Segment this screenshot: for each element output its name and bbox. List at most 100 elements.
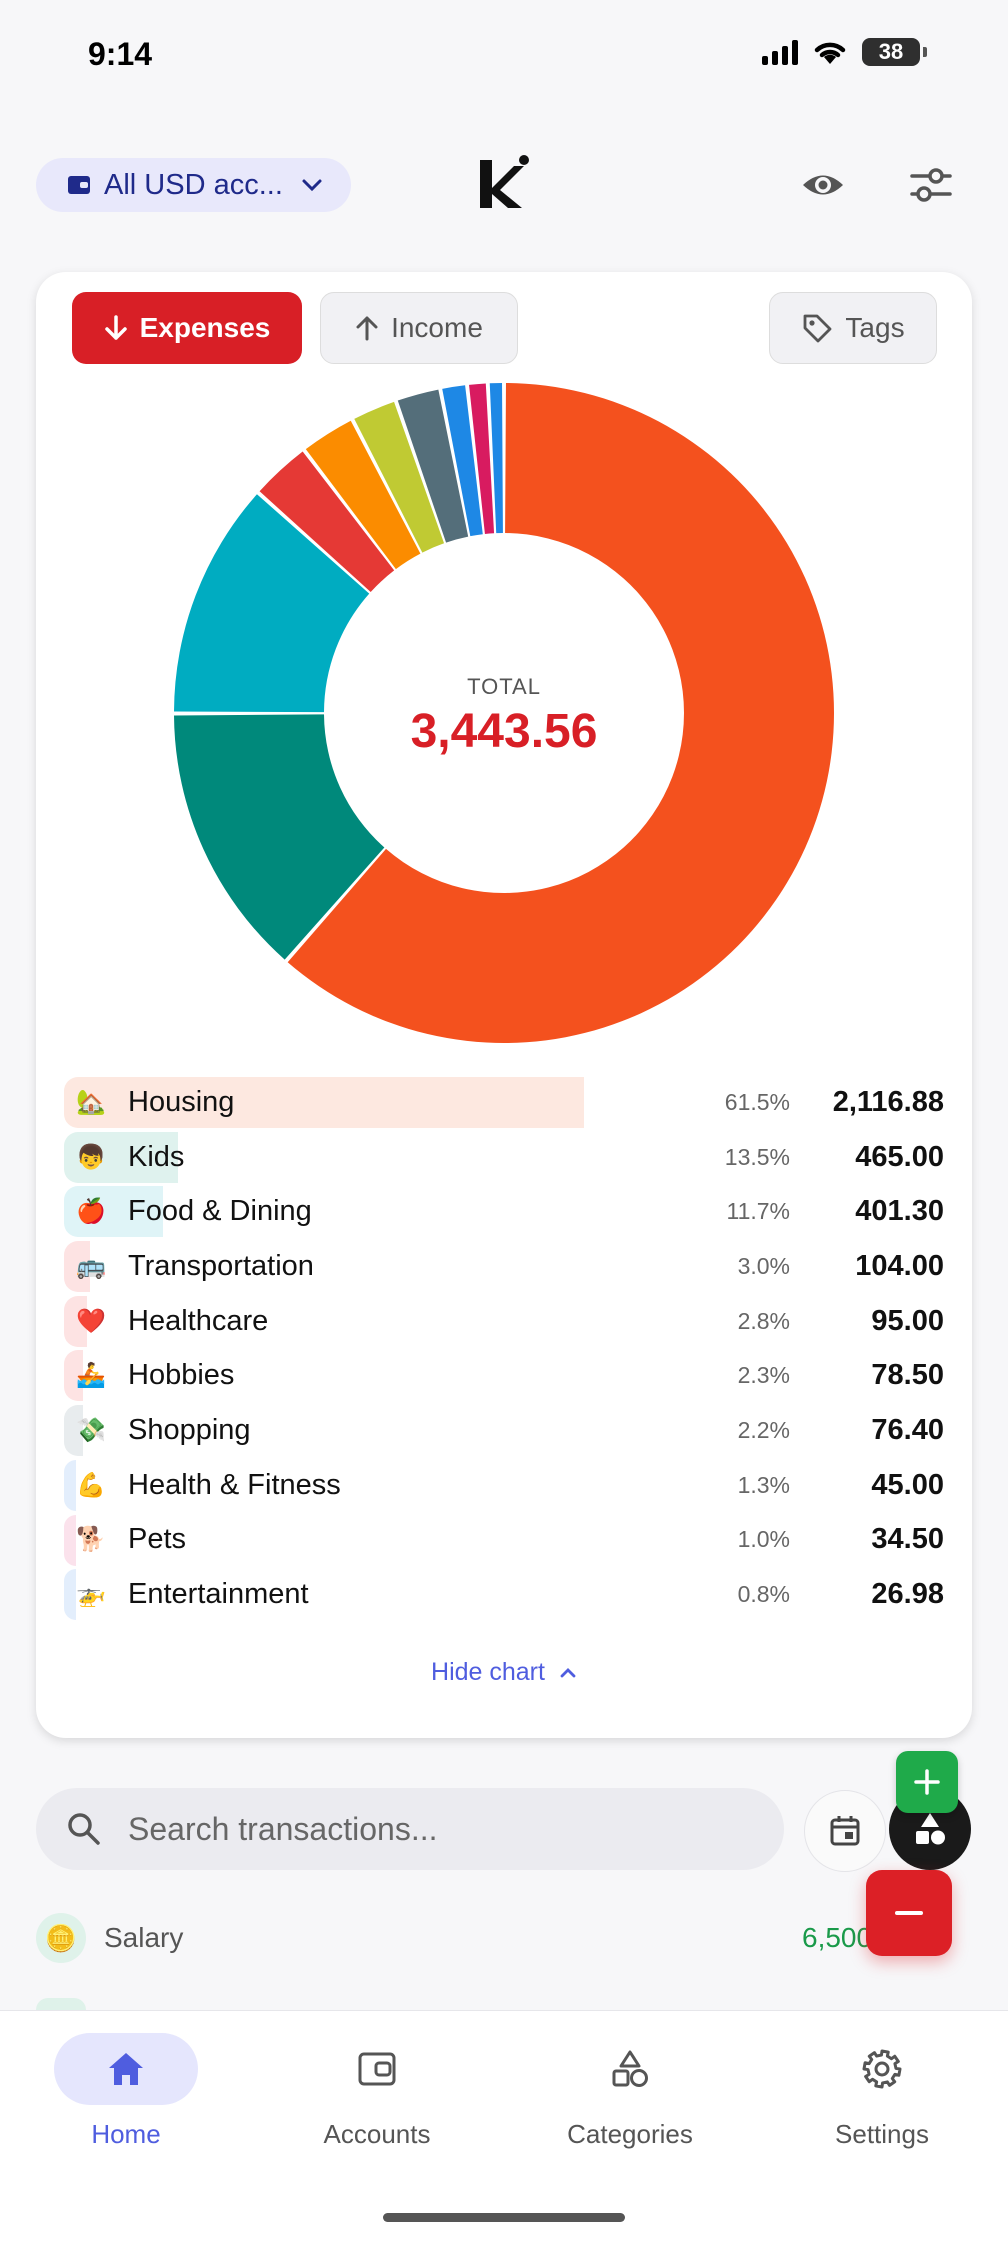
legend-row[interactable]: 🏡 Housing 61.5% 2,116.88 xyxy=(64,1075,944,1130)
legend-row[interactable]: 🚌 Transportation 3.0% 104.00 xyxy=(64,1239,944,1294)
category-percent: 11.7% xyxy=(726,1198,790,1225)
battery-icon: 38 xyxy=(862,38,927,66)
expenses-donut-chart xyxy=(174,383,835,1043)
category-legend: 🏡 Housing 61.5% 2,116.88 👦 Kids 13.5% 465.00 🍎 Fo… xyxy=(64,1075,944,1622)
cellular-signal-icon xyxy=(762,39,798,65)
status-bar: 9:14 38 xyxy=(0,0,1008,110)
tags-button[interactable]: Tags xyxy=(769,292,937,364)
nav-home[interactable]: Home xyxy=(26,2033,226,2150)
category-emoji-icon: 💸 xyxy=(76,1416,106,1444)
transaction-amount: 6,500 xyxy=(802,1922,873,1953)
total-label: TOTAL xyxy=(467,674,541,699)
category-name: Healthcare xyxy=(128,1304,269,1337)
legend-share-bar xyxy=(64,1241,90,1293)
nav-settings[interactable]: Settings xyxy=(782,2033,982,2150)
legend-share-bar xyxy=(64,1514,76,1566)
donut-slice-food-dining[interactable] xyxy=(174,494,370,713)
top-bar: All USD acc... xyxy=(0,150,1008,220)
category-percent: 1.0% xyxy=(737,1526,790,1553)
salary-coin-icon: 🪙 xyxy=(36,1913,86,1963)
legend-row[interactable]: 🚣 Hobbies 2.3% 78.50 xyxy=(64,1348,944,1403)
donut-slice-hobbies[interactable] xyxy=(354,401,445,553)
donut-slice-pets[interactable] xyxy=(469,383,495,535)
legend-row[interactable]: 🐕 Pets 1.0% 34.50 xyxy=(64,1513,944,1568)
donut-slice-transportation[interactable] xyxy=(259,451,395,593)
search-bar[interactable] xyxy=(36,1788,784,1870)
category-emoji-icon: 🏡 xyxy=(76,1088,106,1116)
minus-icon xyxy=(895,1911,923,1915)
status-time: 9:14 xyxy=(88,36,153,72)
search-icon xyxy=(68,1813,100,1845)
category-amount: 2,116.88 xyxy=(832,1085,944,1118)
category-emoji-icon: 🐕 xyxy=(76,1526,106,1554)
hide-chart-label: Hide chart xyxy=(431,1658,545,1686)
tags-label: Tags xyxy=(845,312,905,343)
income-tab-label: Income xyxy=(391,312,483,343)
arrow-down-icon xyxy=(104,315,127,340)
category-percent: 2.2% xyxy=(737,1416,790,1443)
legend-row[interactable]: 💪 Health & Fitness 1.3% 45.00 xyxy=(64,1458,944,1513)
category-amount: 34.50 xyxy=(871,1523,944,1556)
legend-share-bar xyxy=(64,1295,88,1347)
arrow-up-icon xyxy=(356,316,378,341)
total-value: 3,443.56 xyxy=(410,705,598,758)
add-income-button[interactable] xyxy=(896,1751,958,1813)
transaction-name: Salary xyxy=(104,1922,184,1953)
income-tab-button[interactable]: Income xyxy=(320,292,518,364)
category-percent: 2.3% xyxy=(737,1362,790,1389)
chevron-up-icon xyxy=(560,1667,576,1677)
search-input[interactable] xyxy=(128,1810,728,1848)
hide-chart-button[interactable]: Hide chart xyxy=(36,1658,972,1687)
nav-categories-label: Categories xyxy=(567,2119,693,2149)
category-percent: 1.3% xyxy=(737,1471,790,1498)
category-percent: 61.5% xyxy=(724,1088,790,1115)
account-selector-label: All USD acc... xyxy=(104,168,283,201)
wallet-icon xyxy=(358,2052,396,2086)
category-name: Transportation xyxy=(128,1249,314,1282)
category-emoji-icon: 🚌 xyxy=(76,1252,106,1280)
eye-icon[interactable] xyxy=(800,162,846,208)
expenses-tab-button[interactable]: Expenses xyxy=(72,292,302,364)
gear-icon xyxy=(862,2049,902,2089)
account-selector[interactable]: All USD acc... xyxy=(36,158,351,212)
expenses-chart-card: Expenses Income Tags TOTAL 3,443.56 🏡 Hou… xyxy=(36,272,972,1738)
date-filter-button[interactable] xyxy=(804,1790,886,1872)
nav-accounts-label: Accounts xyxy=(323,2119,431,2149)
plus-icon xyxy=(914,1769,940,1795)
category-name: Hobbies xyxy=(128,1359,235,1392)
donut-slice-entertainment[interactable] xyxy=(489,383,503,534)
category-emoji-icon: 💪 xyxy=(76,1471,106,1499)
nav-categories[interactable]: Categories xyxy=(530,2033,730,2150)
bottom-navigation: Home Accounts Categories Settings xyxy=(0,2010,1008,2244)
status-icons: 38 xyxy=(762,38,927,66)
donut-slice-health-fitness[interactable] xyxy=(442,385,483,537)
transaction-row[interactable]: 🪙 Salary 6,500 xyxy=(36,1912,972,1964)
legend-row[interactable]: 🍎 Food & Dining 11.7% 401.30 xyxy=(64,1184,944,1239)
tag-icon xyxy=(804,314,832,343)
category-amount: 465.00 xyxy=(855,1140,944,1173)
nav-accounts[interactable]: Accounts xyxy=(277,2033,477,2150)
category-amount: 104.00 xyxy=(855,1249,944,1282)
sliders-icon[interactable] xyxy=(908,162,954,208)
legend-row[interactable]: 💸 Shopping 2.2% 76.40 xyxy=(64,1403,944,1458)
add-expense-button[interactable] xyxy=(866,1870,952,1956)
donut-slice-kids[interactable] xyxy=(174,714,385,960)
legend-share-bar xyxy=(64,1131,179,1183)
legend-row[interactable]: 👦 Kids 13.5% 465.00 xyxy=(64,1130,944,1185)
category-amount: 45.00 xyxy=(871,1468,944,1501)
legend-row[interactable]: 🚁 Entertainment 0.8% 26.98 xyxy=(64,1567,944,1622)
category-amount: 78.50 xyxy=(871,1359,944,1392)
legend-share-bar xyxy=(64,1186,163,1238)
nav-settings-label: Settings xyxy=(835,2119,929,2149)
legend-row[interactable]: ❤️ Healthcare 2.8% 95.00 xyxy=(64,1294,944,1349)
donut-slice-housing[interactable] xyxy=(287,383,835,1043)
category-emoji-icon: 🚁 xyxy=(76,1581,106,1609)
donut-slice-shopping[interactable] xyxy=(397,389,469,543)
legend-share-bar xyxy=(64,1077,584,1128)
category-name: Housing xyxy=(128,1085,235,1118)
donut-slice-healthcare[interactable] xyxy=(305,420,421,570)
category-amount: 76.40 xyxy=(871,1413,944,1446)
legend-share-bar xyxy=(64,1350,84,1402)
chevron-down-icon xyxy=(302,179,322,192)
wallet-icon xyxy=(68,176,90,194)
